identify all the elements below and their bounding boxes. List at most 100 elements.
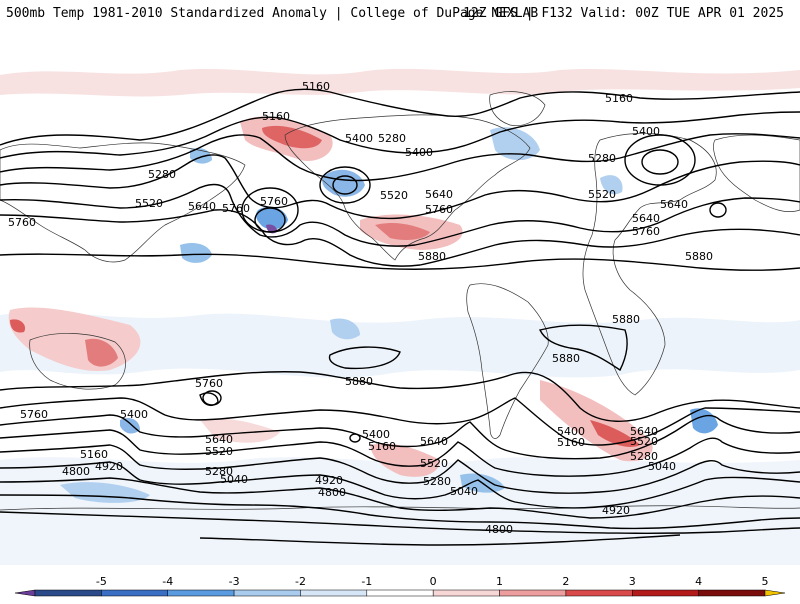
contour-label: 5280: [423, 475, 451, 488]
contour-line: [0, 397, 800, 446]
contour-line: [328, 346, 401, 370]
contour-label: 4800: [318, 486, 346, 499]
colorbar-segment: [34, 589, 102, 597]
contour-label: 5640: [425, 188, 453, 201]
warm-anomaly: [10, 319, 26, 333]
contour-label: 5400: [120, 408, 148, 421]
contour-label: 5880: [418, 250, 446, 263]
contour-label: 5400: [362, 428, 390, 441]
contour-label: 5040: [648, 460, 676, 473]
warm-anomaly: [590, 420, 640, 447]
contour-label: 4920: [95, 460, 123, 473]
colorbar: -5 -4 -3 -2 -1 0 1 2 3 4 5: [0, 565, 800, 600]
weather-map: 5160 5160 5160 5160 5160 5160 5400 5400 …: [0, 40, 800, 565]
contour-line: [0, 511, 800, 534]
contour-label: 5520: [135, 197, 163, 210]
contour-line: [0, 371, 800, 422]
contour-label: 5640: [205, 433, 233, 446]
contour-label: 5280: [148, 168, 176, 181]
colorbar-labels: -5 -4 -3 -2 -1 0 1 2 3 4 5: [96, 575, 769, 588]
colorbar-tick-label: -2: [295, 575, 306, 588]
height-contours: [0, 88, 800, 546]
cold-anomaly: [180, 243, 212, 263]
contour-label: 5520: [420, 457, 448, 470]
antarctica-outline: [0, 505, 800, 511]
colorbar-segment: [101, 589, 168, 597]
header: 500mb Temp 1981-2010 Standardized Anomal…: [0, 0, 800, 40]
contour-line: [0, 154, 800, 220]
warm-anomaly: [85, 338, 118, 367]
contour-line: [0, 461, 800, 509]
contour-closed: [641, 149, 679, 175]
contour-label: 5280: [205, 465, 233, 478]
contour-label: 5400: [632, 125, 660, 138]
contour-label: 5520: [630, 435, 658, 448]
contour-line: [538, 324, 628, 372]
contour-line: [0, 494, 800, 530]
contour-label: 5640: [632, 212, 660, 225]
contour-label: 5400: [557, 425, 585, 438]
warm-anomaly: [370, 443, 440, 477]
contour-label: 5520: [380, 189, 408, 202]
contour-label: 5760: [8, 216, 36, 229]
contour-label: 5280: [630, 450, 658, 463]
contour-label: 5160: [302, 80, 330, 93]
contour-label: 4920: [315, 474, 343, 487]
contour-label: 5160: [80, 448, 108, 461]
colorbar-tick-label: -4: [162, 575, 173, 588]
contour-closed: [332, 175, 358, 195]
contour-line: [0, 253, 800, 271]
contour-line: [0, 111, 800, 159]
contour-label: 5760: [425, 203, 453, 216]
contour-label: 5640: [660, 198, 688, 211]
contour-label: 5880: [685, 250, 713, 263]
contour-line: [0, 133, 800, 182]
contour-label: 5640: [188, 200, 216, 213]
contour-label: 5880: [345, 375, 373, 388]
contour-closed: [709, 202, 727, 218]
contour-label: 5160: [605, 92, 633, 105]
colorbar-tick-label: 3: [629, 575, 636, 588]
contour-label: 5160: [368, 440, 396, 453]
colorbar-tick-label: 4: [695, 575, 702, 588]
contour-line: [0, 444, 800, 494]
contour-closed: [319, 166, 371, 204]
contour-line: [0, 429, 800, 477]
greenland-outline: [489, 91, 546, 126]
contour-label: 5880: [552, 352, 580, 365]
north-america-outline: [284, 114, 531, 261]
contour-label: 4800: [485, 523, 513, 536]
contour-line: [0, 477, 800, 519]
coastlines: [0, 91, 800, 511]
colorbar-tick-label: 0: [430, 575, 437, 588]
australia-outline: [29, 333, 126, 390]
contour-label: 5400: [405, 146, 433, 159]
contour-label: 5760: [632, 225, 660, 238]
cold-anomaly: [600, 175, 623, 195]
colorbar-tick-label: 2: [562, 575, 569, 588]
contour-line: [0, 209, 800, 267]
contour-label: 5520: [205, 445, 233, 458]
contour-label: 4920: [602, 504, 630, 517]
contour-label: 5880: [612, 313, 640, 326]
contour-label: 5040: [450, 485, 478, 498]
contour-label: 5280: [378, 132, 406, 145]
asia-outline: [0, 142, 246, 263]
contour-closed: [254, 207, 286, 233]
colorbar-segment: [233, 589, 301, 597]
colorbar-segment: [300, 589, 368, 597]
contour-label: 5640: [420, 435, 448, 448]
colorbar-segment: [632, 589, 699, 597]
colorbar-tick-label: -5: [96, 575, 107, 588]
asia-outline: [713, 134, 800, 213]
contour-closed: [202, 390, 222, 406]
colorbar-segment: [764, 589, 786, 597]
contour-label: 5040: [220, 473, 248, 486]
cold-anomaly: [255, 206, 288, 230]
colorbar-segment: [14, 589, 36, 597]
warm-anomaly: [200, 418, 280, 443]
colorbar-segment: [499, 589, 567, 597]
warm-anomaly: [375, 222, 430, 240]
contour-line: [199, 534, 681, 546]
contour-label: 5760: [260, 195, 288, 208]
